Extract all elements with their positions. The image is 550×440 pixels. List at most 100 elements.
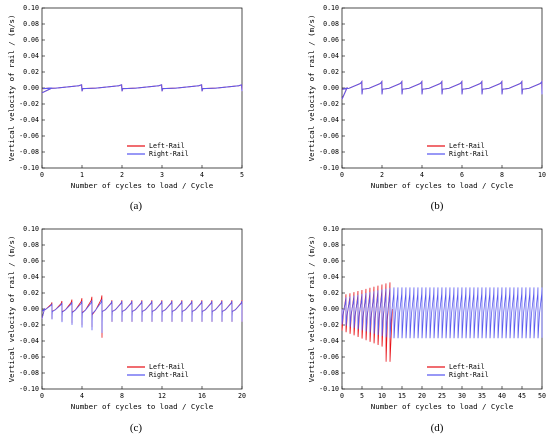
x-tick-label: 45	[518, 392, 526, 400]
panel-label: (d)	[431, 422, 444, 434]
x-tick-label: 4	[80, 392, 84, 400]
series-line-right-rail	[341, 287, 543, 339]
x-tick-label: 25	[438, 392, 446, 400]
x-tick-label: 2	[380, 171, 384, 179]
x-tick-label: 0	[340, 171, 344, 179]
x-tick-label: 12	[158, 392, 166, 400]
y-tick-label: 0.02	[23, 68, 39, 76]
y-tick-label: 0.04	[23, 52, 39, 60]
series-line-right-rail	[41, 299, 243, 334]
x-tick-label: 8	[500, 171, 504, 179]
x-tick-label: 35	[478, 392, 486, 400]
panel-label: (a)	[130, 200, 143, 212]
y-tick-label: 0.04	[23, 273, 39, 281]
y-axis-label: Vertical velocity of rail / (m/s)	[307, 236, 316, 383]
x-tick-label: 30	[458, 392, 466, 400]
y-tick-label: -0.04	[19, 116, 39, 124]
y-axis-label: Vertical velocity of rail / (m/s)	[7, 15, 16, 162]
x-tick-label: 20	[418, 392, 426, 400]
y-tick-label: 0.00	[323, 305, 339, 313]
x-axis-label: Number of cycles to load / Cycle	[71, 181, 214, 190]
x-tick-label: 15	[398, 392, 406, 400]
panel-label: (c)	[130, 422, 143, 434]
x-tick-label: 4	[200, 171, 204, 179]
y-tick-label: -0.02	[319, 100, 339, 108]
y-tick-label: -0.10	[319, 385, 339, 393]
x-tick-label: 10	[538, 171, 546, 179]
y-tick-label: -0.08	[19, 148, 39, 156]
legend-entry: Right-Rail	[449, 371, 489, 379]
y-tick-label: -0.08	[319, 148, 339, 156]
y-tick-label: -0.10	[319, 164, 339, 172]
y-tick-label: 0.00	[23, 305, 39, 313]
y-tick-label: 0.06	[23, 36, 39, 44]
chart-panel-4: 0.10 0.08 0.06 0.04 0.02 0.00 -0.02 -0.04 -0.06 -…	[307, 225, 546, 434]
y-tick-label: 0.10	[323, 225, 339, 233]
series-line-right-rail	[341, 80, 543, 100]
x-tick-label: 5	[360, 392, 364, 400]
y-tick-label: 0.00	[23, 84, 39, 92]
y-tick-label: 0.02	[23, 289, 39, 297]
y-tick-label: -0.04	[319, 116, 339, 124]
x-tick-label: 8	[120, 392, 124, 400]
panel-label: (b)	[431, 200, 444, 212]
y-tick-label: -0.02	[319, 321, 339, 329]
series-line-left-rail	[341, 282, 393, 362]
x-tick-label: 40	[498, 392, 506, 400]
y-axis-label: Vertical velocity of rail / (m/s)	[307, 15, 316, 162]
y-axis-label: Vertical velocity of rail / (m/s)	[7, 236, 16, 383]
x-axis-label: Number of cycles to load / Cycle	[71, 402, 214, 411]
y-tick-label: 0.08	[23, 241, 39, 249]
y-tick-label: 0.04	[323, 52, 339, 60]
chart-panel-1: 0.10 0.08 0.06 0.04 0.02 0.00 -0.02 -0.04 -0.06 -…	[7, 4, 244, 212]
x-tick-label: 4	[420, 171, 424, 179]
y-tick-label: 0.06	[323, 36, 339, 44]
x-tick-label: 2	[120, 171, 124, 179]
legend-entry: Right-Rail	[149, 371, 189, 379]
series-line-right-rail	[41, 84, 243, 94]
x-tick-label: 5	[240, 171, 244, 179]
x-tick-label: 0	[40, 392, 44, 400]
y-tick-label: 0.08	[323, 20, 339, 28]
legend-entry: Left-Rail	[449, 363, 485, 371]
y-tick-label: 0.08	[323, 241, 339, 249]
y-tick-label: -0.06	[19, 132, 39, 140]
y-tick-label: -0.10	[19, 385, 39, 393]
x-tick-label: 6	[460, 171, 464, 179]
x-axis-label: Number of cycles to load / Cycle	[371, 181, 514, 190]
y-tick-label: 0.00	[323, 84, 339, 92]
x-tick-label: 0	[40, 171, 44, 179]
chart-panel-3: 0.10 0.08 0.06 0.04 0.02 0.00 -0.02 -0.04 -0.06 -…	[7, 225, 246, 434]
x-axis-label: Number of cycles to load / Cycle	[371, 402, 514, 411]
y-tick-label: 0.06	[23, 257, 39, 265]
y-tick-label: 0.10	[23, 4, 39, 12]
legend-entry: Left-Rail	[149, 142, 185, 150]
y-tick-label: -0.08	[319, 369, 339, 377]
x-tick-label: 0	[340, 392, 344, 400]
y-tick-label: -0.04	[19, 337, 39, 345]
y-tick-label: 0.08	[23, 20, 39, 28]
y-tick-label: 0.02	[323, 68, 339, 76]
y-tick-label: -0.06	[319, 132, 339, 140]
x-tick-label: 1	[80, 171, 84, 179]
x-tick-label: 50	[538, 392, 546, 400]
y-tick-label: -0.02	[19, 321, 39, 329]
y-tick-label: 0.04	[323, 273, 339, 281]
x-tick-label: 16	[198, 392, 206, 400]
x-tick-label: 10	[378, 392, 386, 400]
y-tick-label: 0.10	[23, 225, 39, 233]
y-tick-label: -0.06	[19, 353, 39, 361]
y-tick-label: -0.02	[19, 100, 39, 108]
y-tick-label: 0.02	[323, 289, 339, 297]
legend-entry: Right-Rail	[449, 150, 489, 158]
chart-panel-2: 0.10 0.08 0.06 0.04 0.02 0.00 -0.02 -0.04 -0.06 -…	[307, 4, 546, 212]
y-tick-label: -0.10	[19, 164, 39, 172]
y-tick-label: 0.06	[323, 257, 339, 265]
x-tick-label: 3	[160, 171, 164, 179]
legend-entry: Left-Rail	[149, 363, 185, 371]
legend-entry: Left-Rail	[449, 142, 485, 150]
y-tick-label: -0.08	[19, 369, 39, 377]
legend-entry: Right-Rail	[149, 150, 189, 158]
y-tick-label: 0.10	[323, 4, 339, 12]
